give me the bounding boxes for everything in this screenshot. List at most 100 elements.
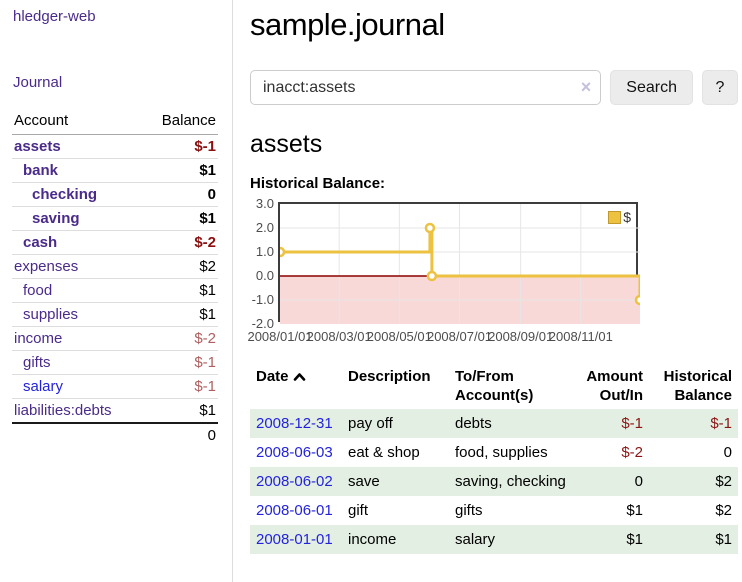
account-row: income $-2: [12, 326, 218, 351]
account-link-food[interactable]: food: [23, 282, 53, 299]
accounts-total-row: 0: [12, 422, 218, 447]
account-link-checking[interactable]: checking: [32, 186, 98, 203]
chart-plot-area[interactable]: $: [278, 202, 640, 324]
register-header-balance: Historical Balance: [663, 368, 732, 404]
y-axis-tick-label: 1.0: [255, 244, 274, 259]
y-axis-tick-label: -2.0: [251, 316, 274, 331]
accounts-header-account: Account: [12, 108, 143, 135]
account-balance: $1: [142, 398, 218, 423]
account-row: bank $1: [12, 158, 218, 183]
transaction-date-link[interactable]: 2008-06-02: [256, 473, 333, 490]
account-link-salary[interactable]: salary: [23, 378, 64, 395]
y-axis-tick-label: 0.0: [255, 268, 274, 283]
transaction-accounts: gifts: [455, 502, 483, 519]
search-input[interactable]: [250, 70, 602, 105]
account-balance: $-1: [142, 350, 218, 375]
transaction-date-cell: 2008-12-31: [250, 409, 342, 438]
account-link-expenses[interactable]: expenses: [14, 258, 79, 275]
transaction-row[interactable]: 2008-06-01 gift gifts $1 $2: [250, 496, 738, 525]
chart-canvas: [280, 204, 640, 324]
account-balance: $1: [142, 206, 218, 231]
transaction-row[interactable]: 2008-06-03 eat & shop food, supplies $-2 0: [250, 438, 738, 467]
transaction-accounts: salary: [455, 531, 496, 548]
main-content: sample.journal × Search ? assets Histori…: [247, 0, 738, 554]
transaction-amount: $1: [626, 502, 643, 519]
transaction-date-cell: 2008-01-01: [250, 525, 342, 554]
account-balance: $1: [142, 278, 218, 303]
account-row: assets $-1: [12, 135, 218, 159]
x-axis-tick-label: 2008/03/01: [306, 329, 372, 344]
transaction-accounts: saving, checking: [455, 473, 566, 490]
account-link-assets[interactable]: assets: [14, 138, 61, 155]
x-axis-tick-label: 2008/11/01: [548, 329, 613, 344]
account-link-gifts[interactable]: gifts: [23, 354, 51, 371]
account-link-cash[interactable]: cash: [23, 234, 58, 251]
accounts-header-balance: Balance: [142, 108, 218, 135]
transaction-amount: $-1: [621, 415, 643, 432]
account-row: food $1: [12, 278, 218, 303]
transaction-row[interactable]: 2008-12-31 pay off debts $-1 $-1: [250, 409, 738, 438]
transaction-date-link[interactable]: 2008-06-01: [256, 502, 333, 519]
transaction-description: gift: [348, 502, 369, 519]
transaction-row[interactable]: 2008-01-01 income salary $1 $1: [250, 525, 738, 554]
account-link-bank[interactable]: bank: [23, 162, 59, 179]
register-header-date[interactable]: Date: [250, 363, 342, 409]
transaction-date-cell: 2008-06-02: [250, 467, 342, 496]
account-row: expenses $2: [12, 254, 218, 279]
transaction-amount: 0: [634, 473, 643, 490]
account-row: liabilities:debts $1: [12, 398, 218, 423]
account-row: cash $-2: [12, 230, 218, 255]
account-balance: $1: [142, 302, 218, 327]
accounts-total-value: 0: [142, 422, 218, 447]
account-row: supplies $1: [12, 302, 218, 327]
sidebar-item-journal[interactable]: Journal: [13, 74, 63, 91]
y-axis-tick-label: 3.0: [255, 196, 274, 211]
transaction-date-link[interactable]: 2008-01-01: [256, 531, 333, 548]
app-title-link[interactable]: hledger-web: [13, 8, 96, 25]
search-button[interactable]: Search: [610, 70, 693, 105]
register-header-row: Date Description To/From Account(s) Amou…: [250, 363, 738, 409]
clear-search-icon[interactable]: ×: [580, 77, 592, 97]
account-link-income[interactable]: income: [14, 330, 63, 347]
transaction-date-cell: 2008-06-03: [250, 438, 342, 467]
transaction-description: pay off: [348, 415, 393, 432]
accounts-table: Account Balance assets $-1 bank $1 checking 0…: [12, 108, 218, 447]
account-balance: $2: [142, 254, 218, 279]
account-balance: $1: [142, 158, 218, 183]
transaction-balance: $1: [715, 531, 732, 548]
account-balance: $-2: [142, 326, 218, 351]
account-row: gifts $-1: [12, 350, 218, 375]
transaction-accounts: debts: [455, 415, 492, 432]
account-link-supplies[interactable]: supplies: [23, 306, 79, 323]
transaction-accounts: food, supplies: [455, 444, 548, 461]
account-link-saving[interactable]: saving: [32, 210, 80, 227]
x-axis-tick-label: 2008/01/01: [247, 329, 313, 344]
transaction-date-link[interactable]: 2008-06-03: [256, 444, 333, 461]
transaction-amount: $1: [626, 531, 643, 548]
transaction-balance: $-1: [710, 415, 732, 432]
account-link-liabilities-debts[interactable]: liabilities:debts: [14, 402, 112, 419]
accounts-table-header: Account Balance: [12, 108, 218, 135]
search-form: × Search ?: [250, 70, 738, 105]
page-title: sample.journal: [250, 7, 445, 42]
chart-title: Historical Balance:: [250, 175, 386, 192]
help-button[interactable]: ?: [702, 70, 738, 105]
transaction-balance: $2: [715, 473, 732, 490]
transaction-date-link[interactable]: 2008-12-31: [256, 415, 333, 432]
transaction-description: eat & shop: [348, 444, 420, 461]
transaction-description: income: [348, 531, 397, 548]
transaction-balance: $2: [715, 502, 732, 519]
transaction-balance: 0: [723, 444, 732, 461]
transaction-row[interactable]: 2008-06-02 save saving, checking 0 $2: [250, 467, 738, 496]
transaction-amount: $-2: [621, 444, 643, 461]
account-row: saving $1: [12, 206, 218, 231]
account-balance: 0: [142, 182, 218, 207]
transaction-description: save: [348, 473, 380, 490]
transaction-date-cell: 2008-06-01: [250, 496, 342, 525]
account-balance: $-1: [142, 374, 218, 399]
sort-ascending-icon: [293, 373, 305, 381]
chart-legend: $: [608, 209, 631, 225]
y-axis-tick-label: 2.0: [255, 220, 274, 235]
account-row: checking 0: [12, 182, 218, 207]
register-table: Date Description To/From Account(s) Amou…: [250, 363, 738, 554]
